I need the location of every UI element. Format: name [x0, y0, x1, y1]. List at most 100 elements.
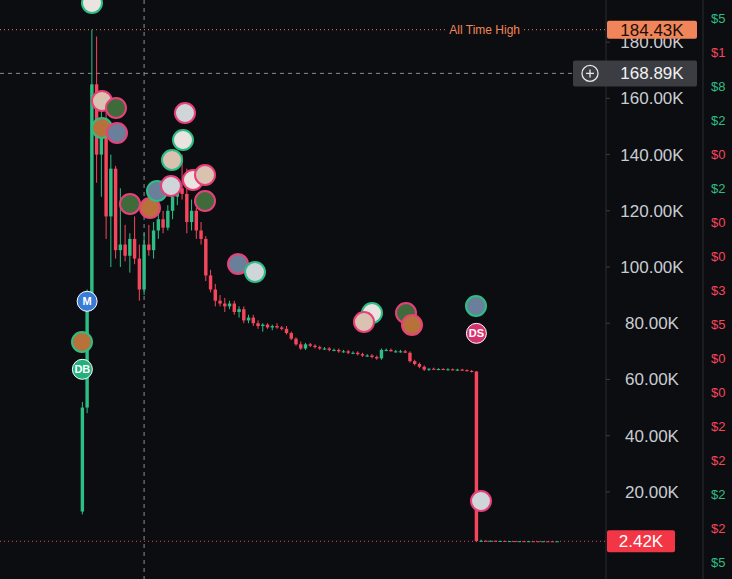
candle-body: [318, 347, 321, 348]
y-tick-label: 80.00K: [625, 314, 680, 333]
avatar: [173, 130, 193, 150]
candle-body: [527, 541, 530, 542]
caption-patch: [445, 22, 524, 38]
y-tick: [606, 154, 610, 155]
candle-body: [418, 364, 421, 367]
candle-body: [470, 371, 473, 372]
trade-amount: $2: [711, 487, 725, 502]
candle-body: [266, 325, 269, 328]
candle-body: [81, 408, 84, 512]
y-tick-label: 60.00K: [625, 370, 680, 389]
y-tick: [606, 323, 610, 324]
candle-body: [228, 304, 231, 307]
candle-body: [551, 541, 554, 542]
candle-body: [85, 301, 88, 408]
candle-wick: [125, 225, 126, 262]
candle-wick: [262, 323, 263, 331]
last-price-line: [0, 541, 606, 542]
candle-body: [261, 325, 264, 326]
candle-body: [138, 259, 141, 290]
trade-amount: $5: [711, 11, 725, 26]
candle-body: [385, 350, 388, 351]
candle-body: [413, 361, 416, 364]
trade-amount: $5: [711, 555, 725, 570]
trade-amount: $3: [711, 283, 725, 298]
candle-body: [347, 351, 350, 352]
candle-body: [366, 356, 369, 357]
last-price-tag-box: [607, 530, 675, 552]
candle-body: [204, 239, 207, 276]
candle-body: [209, 275, 212, 289]
candle-body: [465, 370, 468, 371]
candle-body: [242, 309, 245, 320]
candles: [81, 30, 559, 543]
y-tick-label: 120.00K: [620, 202, 684, 221]
candle-body: [389, 350, 392, 351]
candle-body: [522, 541, 525, 542]
candle-body: [546, 541, 549, 542]
avatar: [195, 191, 215, 211]
ath-caption: All Time High: [449, 23, 520, 37]
avatar: [161, 176, 181, 196]
candle-body: [375, 357, 378, 358]
candle-body: [555, 541, 558, 542]
trade-amount: $2: [711, 113, 725, 128]
avatar: [402, 315, 422, 335]
trade-amount: $5: [711, 317, 725, 332]
candle-wick: [148, 225, 149, 256]
candle-body: [536, 541, 539, 542]
candle-body: [109, 169, 112, 217]
candle-body: [119, 245, 122, 251]
y-tick-label: 40.00K: [625, 427, 680, 446]
candle-body: [271, 326, 274, 327]
candle-body: [446, 369, 449, 370]
avatar: [466, 296, 486, 316]
trade-amount: $1: [711, 45, 725, 60]
avatar: [162, 150, 182, 170]
candle-body: [309, 344, 312, 345]
candle-body: [403, 351, 406, 352]
trade-amount: $0: [711, 351, 725, 366]
candle-body: [275, 326, 278, 327]
candle-body: [484, 541, 487, 542]
candle-body: [323, 349, 326, 350]
candle-body: [313, 346, 316, 347]
candle-body: [294, 339, 297, 345]
candle-body: [142, 245, 145, 290]
crosshair-plus[interactable]: [582, 65, 598, 81]
candle-body: [427, 369, 430, 370]
candle-body: [503, 541, 506, 542]
candle-body: [498, 541, 501, 542]
candle-body: [370, 356, 373, 357]
y-tick-label: 140.00K: [620, 146, 684, 165]
y-tick: [606, 379, 610, 380]
trade-amount: $2: [711, 181, 725, 196]
candle-body: [133, 239, 136, 259]
y-tick: [606, 98, 610, 99]
y-tick-label: 160.00K: [620, 89, 684, 108]
candle-body: [157, 219, 160, 230]
candle-body: [190, 211, 193, 222]
ath-tag-box: [607, 21, 697, 39]
y-tick: [606, 42, 610, 43]
candle-body: [218, 301, 221, 304]
candle-body: [475, 372, 478, 541]
candle-body: [422, 367, 425, 370]
candle-body: [451, 369, 454, 370]
candle-body: [361, 354, 364, 355]
avatar: [120, 194, 140, 214]
candle-body: [171, 197, 174, 211]
trade-amount: $2: [711, 521, 725, 536]
avatar: [72, 332, 92, 352]
candle-wick: [277, 323, 278, 329]
candle-body: [460, 370, 463, 371]
candle-body: [456, 370, 459, 371]
candle-body: [304, 344, 307, 348]
trade-amount: $2: [711, 453, 725, 468]
candle-body: [532, 541, 535, 542]
background: [0, 0, 732, 579]
candle-body: [199, 230, 202, 238]
candle-body: [128, 239, 131, 256]
candle-body: [337, 350, 340, 351]
y-tick-label: 20.00K: [625, 483, 680, 502]
